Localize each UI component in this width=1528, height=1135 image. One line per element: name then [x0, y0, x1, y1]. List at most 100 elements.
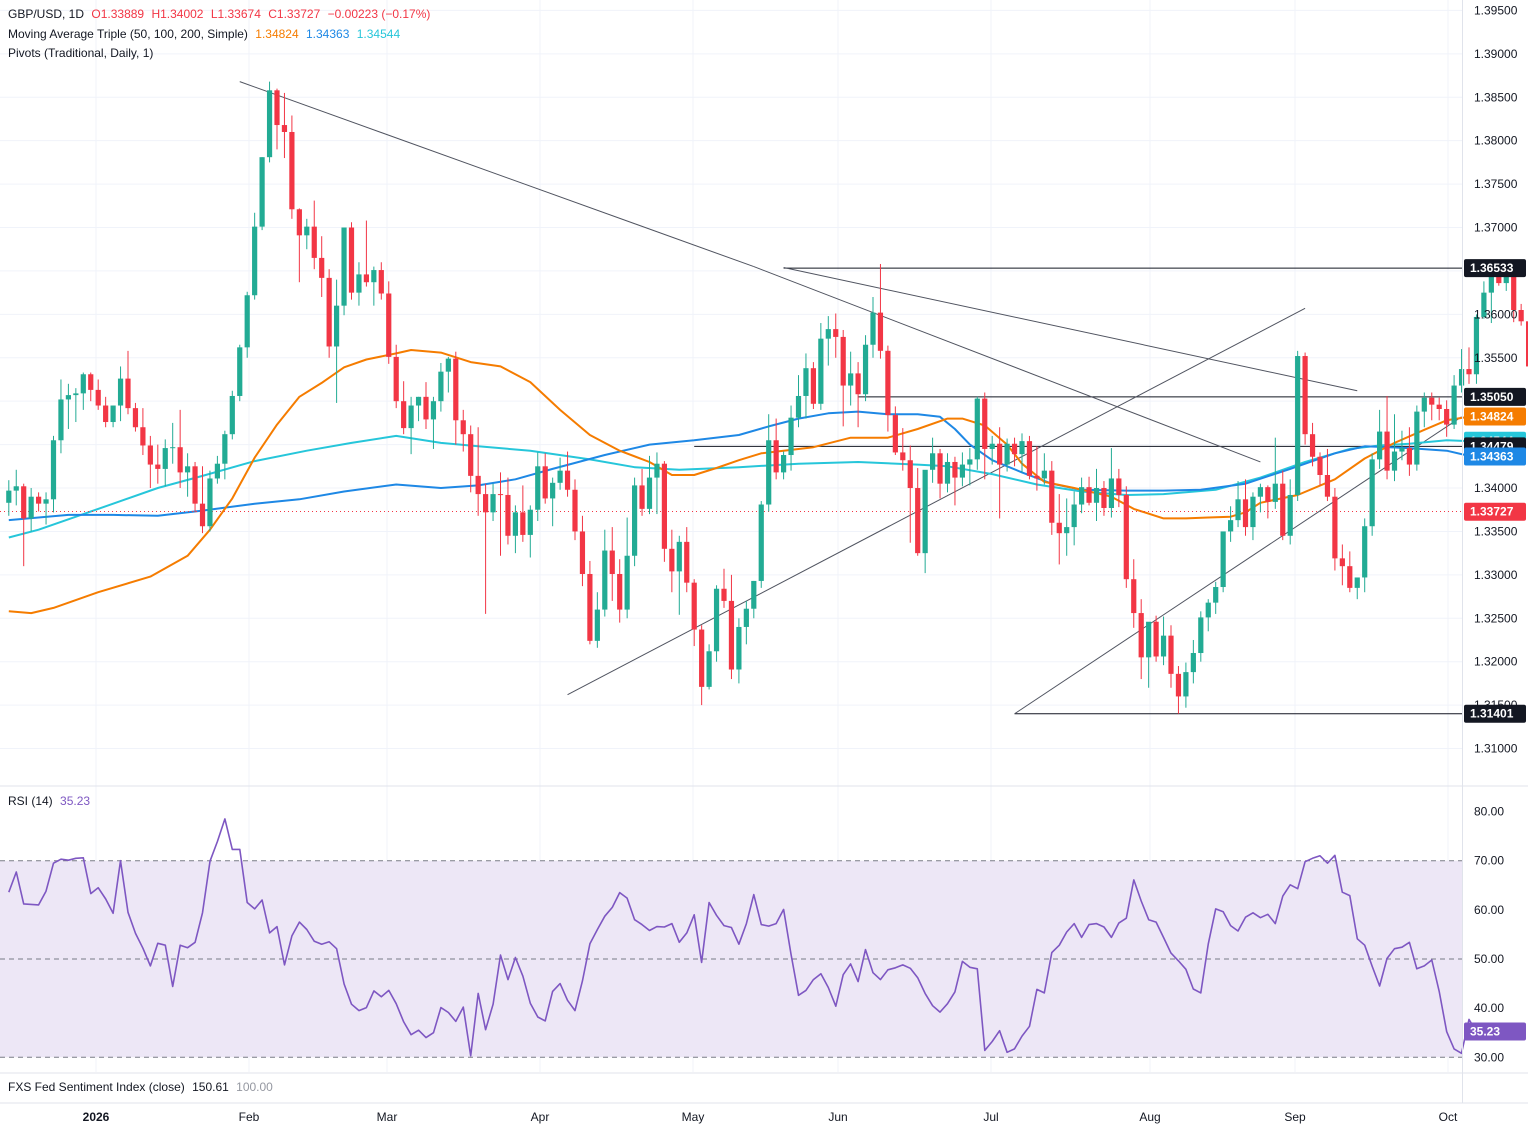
- candle: [646, 455, 653, 515]
- candle: [1190, 639, 1196, 684]
- candle: [1354, 577, 1360, 600]
- candle-body: [535, 466, 541, 510]
- pane-separators: [0, 0, 1528, 1104]
- time-axis[interactable]: 2026 Feb Mar Apr May Jun Jul Aug Sep Oct: [83, 1110, 1458, 1124]
- candle-body: [1250, 496, 1256, 528]
- candle: [952, 456, 958, 506]
- price-tick-label: 1.32000: [1474, 655, 1518, 669]
- ma200-value: 1.34544: [356, 27, 401, 41]
- candle: [885, 345, 891, 432]
- candle: [1175, 666, 1182, 714]
- symbol-legend[interactable]: GBP/USD, 1D O1.33889 H1.34002 L1.33674 C…: [8, 6, 434, 22]
- candle-body: [281, 125, 288, 132]
- candle: [453, 351, 459, 445]
- candle-body: [609, 550, 615, 574]
- candle-body: [967, 459, 973, 465]
- rsi-legend[interactable]: RSI (14) 35.23: [8, 793, 94, 809]
- price-tick-label: 1.37500: [1474, 177, 1518, 191]
- candle: [1235, 481, 1241, 528]
- candle-body: [348, 227, 355, 293]
- candle: [639, 468, 645, 516]
- rsi-tick-label: 50.00: [1474, 952, 1504, 966]
- candle-body: [1347, 566, 1353, 588]
- candle-body: [1101, 488, 1107, 508]
- candle-body: [252, 226, 258, 296]
- candle: [907, 445, 913, 543]
- candle-body: [602, 550, 608, 610]
- price-tag-box: [1464, 259, 1526, 278]
- candle: [1071, 491, 1077, 546]
- time-tick-label: Jul: [983, 1110, 998, 1124]
- candle: [1280, 470, 1286, 541]
- fxs-legend[interactable]: FXS Fed Sentiment Index (close) 150.61 1…: [8, 1079, 277, 1095]
- candle: [1287, 479, 1293, 545]
- candle: [1183, 662, 1189, 708]
- candle: [766, 414, 772, 512]
- candle-body: [915, 488, 921, 554]
- trendline: [783, 266, 1358, 392]
- candle-body: [974, 398, 980, 460]
- ma-legend[interactable]: Moving Average Triple (50, 100, 200, Sim…: [8, 26, 404, 42]
- change-value: −0.00223 (−0.17%): [327, 7, 431, 21]
- rsi-axis[interactable]: 80.00 70.00 60.00 50.00 40.00 30.00: [1474, 805, 1504, 1065]
- pivots-legend[interactable]: Pivots (Traditional, Daily, 1): [8, 45, 157, 61]
- candle-body: [1488, 275, 1494, 293]
- candle: [80, 372, 86, 410]
- candle-body: [162, 448, 168, 469]
- candle-body: [1146, 621, 1152, 658]
- price-axis[interactable]: 1.39500 1.39000 1.38500 1.38000 1.37500 1.370…: [1474, 3, 1518, 755]
- price-tick-label: 1.31000: [1474, 742, 1518, 756]
- candle-body: [505, 494, 511, 536]
- candle: [50, 435, 57, 513]
- candle: [1011, 437, 1018, 467]
- candle-body: [326, 277, 332, 347]
- candle-body: [1153, 621, 1159, 657]
- candle-body: [1108, 478, 1114, 508]
- candle-body: [751, 580, 757, 609]
- candle: [423, 382, 429, 429]
- rsi-tick-label: 30.00: [1474, 1050, 1504, 1064]
- candle-body: [207, 478, 213, 527]
- candle-body: [1220, 531, 1226, 588]
- pivot-lines: [694, 267, 1462, 715]
- candle: [1339, 544, 1345, 586]
- candle: [1034, 446, 1040, 491]
- candle-body: [684, 541, 690, 583]
- candle: [661, 461, 667, 562]
- price-tag-text: 1.36533: [1470, 261, 1514, 275]
- price-labels: 1.365331.350501.348241.345441.344791.343…: [1464, 259, 1526, 1041]
- candle-body: [274, 90, 280, 126]
- candle-body: [1213, 587, 1219, 603]
- ma-label: Moving Average Triple (50, 100, 200, Sim…: [8, 27, 248, 41]
- candle: [266, 81, 273, 163]
- candle-body: [1086, 487, 1092, 503]
- candle-body: [1526, 321, 1528, 367]
- candle-body: [319, 257, 325, 278]
- candle-body: [1302, 356, 1308, 435]
- candle: [1213, 581, 1219, 614]
- price-tag-box: [1464, 704, 1526, 723]
- candle: [1391, 414, 1398, 482]
- candle: [564, 451, 571, 497]
- candle: [430, 396, 437, 449]
- candle-body: [788, 417, 794, 456]
- candle: [840, 329, 846, 427]
- candle-body: [1168, 635, 1174, 674]
- candle-body: [855, 373, 861, 395]
- candle: [728, 574, 735, 680]
- candle: [781, 451, 787, 480]
- candle-body: [65, 395, 71, 400]
- candle: [162, 439, 168, 487]
- candle-body: [1071, 504, 1077, 528]
- candle-body: [773, 440, 779, 473]
- candle: [1131, 559, 1137, 628]
- time-tick-label: Oct: [1439, 1110, 1458, 1124]
- candle: [185, 453, 191, 497]
- candle-body: [468, 434, 474, 476]
- candlesticks: [6, 81, 1528, 714]
- candle-body: [907, 460, 913, 489]
- candle: [1466, 347, 1472, 384]
- candle-body: [579, 531, 586, 574]
- price-tick-label: 1.35500: [1474, 351, 1518, 365]
- price-tag: 1.35050: [1464, 387, 1526, 406]
